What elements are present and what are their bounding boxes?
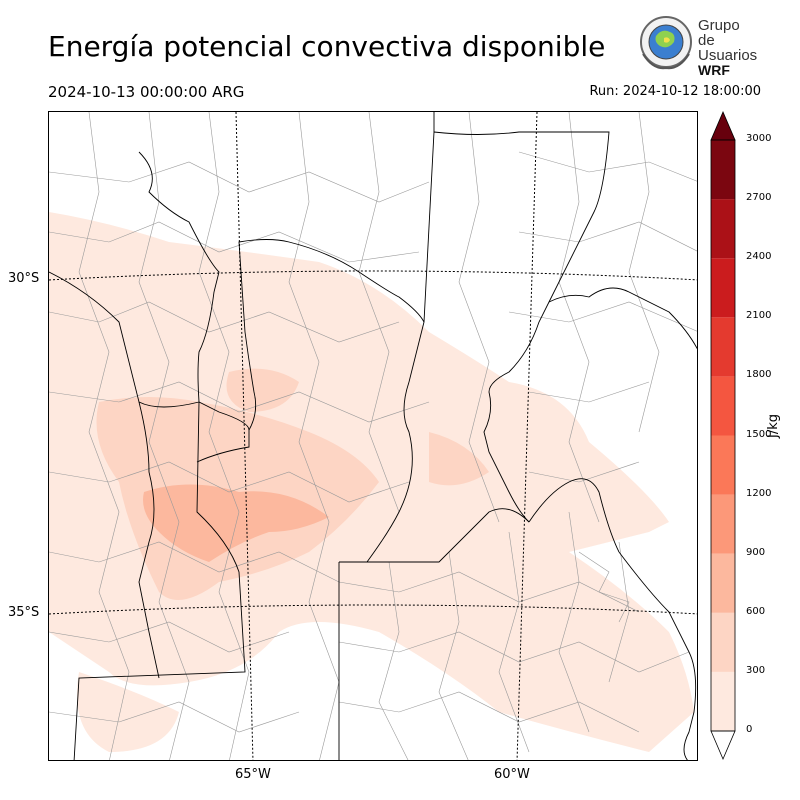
colorbar-tick-label: 2700 (746, 192, 772, 204)
colorbar-extend-over (710, 110, 736, 141)
colorbar-segment (711, 317, 735, 377)
province-boundaries (49, 112, 697, 760)
lon-label-60w: 60°W (494, 767, 530, 782)
cape-fill-0-300-south (77, 672, 179, 752)
parallel-35s (49, 604, 697, 615)
wrf-logo: Grupo de Usuarios WRF (638, 14, 758, 78)
cape-fill-300-600-east (429, 432, 489, 486)
cape-fill-300-600-center (226, 368, 299, 412)
colorbar-segment (711, 553, 735, 613)
colorbar-tick-label: 0 (746, 724, 753, 735)
lon-label-65w: 65°W (235, 767, 271, 782)
colorbar-segment (711, 376, 735, 436)
map-canvas (49, 112, 697, 760)
logo-line-3: WRF (698, 62, 730, 78)
graticule (49, 112, 697, 760)
colorbar-tick-label: 3000 (746, 133, 772, 144)
logo-text: Grupo de Usuarios WRF (698, 18, 758, 78)
colorbar-segment (711, 258, 735, 318)
lat-label-30s: 30°S (8, 271, 40, 286)
run-time: Run: 2024-10-12 18:00:00 (589, 84, 761, 99)
logo-line-2: Usuarios (698, 47, 758, 64)
cape-fill-0-300-west (49, 258, 159, 352)
colorbar-tick-label: 1500 (746, 428, 772, 440)
parallel-30s (49, 270, 697, 281)
colorbar-tick-label: 300 (746, 664, 766, 676)
colorbar-segment (711, 612, 735, 672)
logo-line-1: Grupo de (698, 17, 740, 49)
colorbar-fills (711, 140, 735, 731)
colorbar-tick-label: 1800 (746, 369, 772, 381)
colorbar-tick-label: 2100 (746, 310, 772, 322)
colorbar-tick-label: 2400 (746, 251, 772, 263)
colorbar (710, 110, 736, 761)
colorbar-tick-label: 1200 (746, 487, 772, 499)
globe-logo-icon (640, 16, 692, 70)
page-title: Energía potencial convectiva disponible (48, 30, 606, 63)
cape-shading (49, 212, 694, 752)
colorbar-segment (711, 140, 735, 200)
cape-map[interactable] (48, 111, 698, 761)
lat-label-35s: 35°S (8, 605, 40, 620)
colorbar-tick-label: 900 (746, 546, 766, 558)
colorbar-unit: J/kg (766, 414, 781, 438)
colorbar-extend-under (710, 730, 736, 761)
meridian-65w (235, 112, 254, 760)
colorbar-tick-label: 600 (746, 605, 766, 617)
colorbar-segment (711, 199, 735, 259)
colorbar-segment (711, 671, 735, 731)
valid-time: 2024-10-13 00:00:00 ARG (48, 83, 245, 101)
colorbar-segment (711, 494, 735, 554)
colorbar-outline (710, 139, 736, 732)
department-boundaries (49, 112, 697, 760)
meridian-60w (516, 112, 538, 760)
colorbar-segment (711, 435, 735, 495)
